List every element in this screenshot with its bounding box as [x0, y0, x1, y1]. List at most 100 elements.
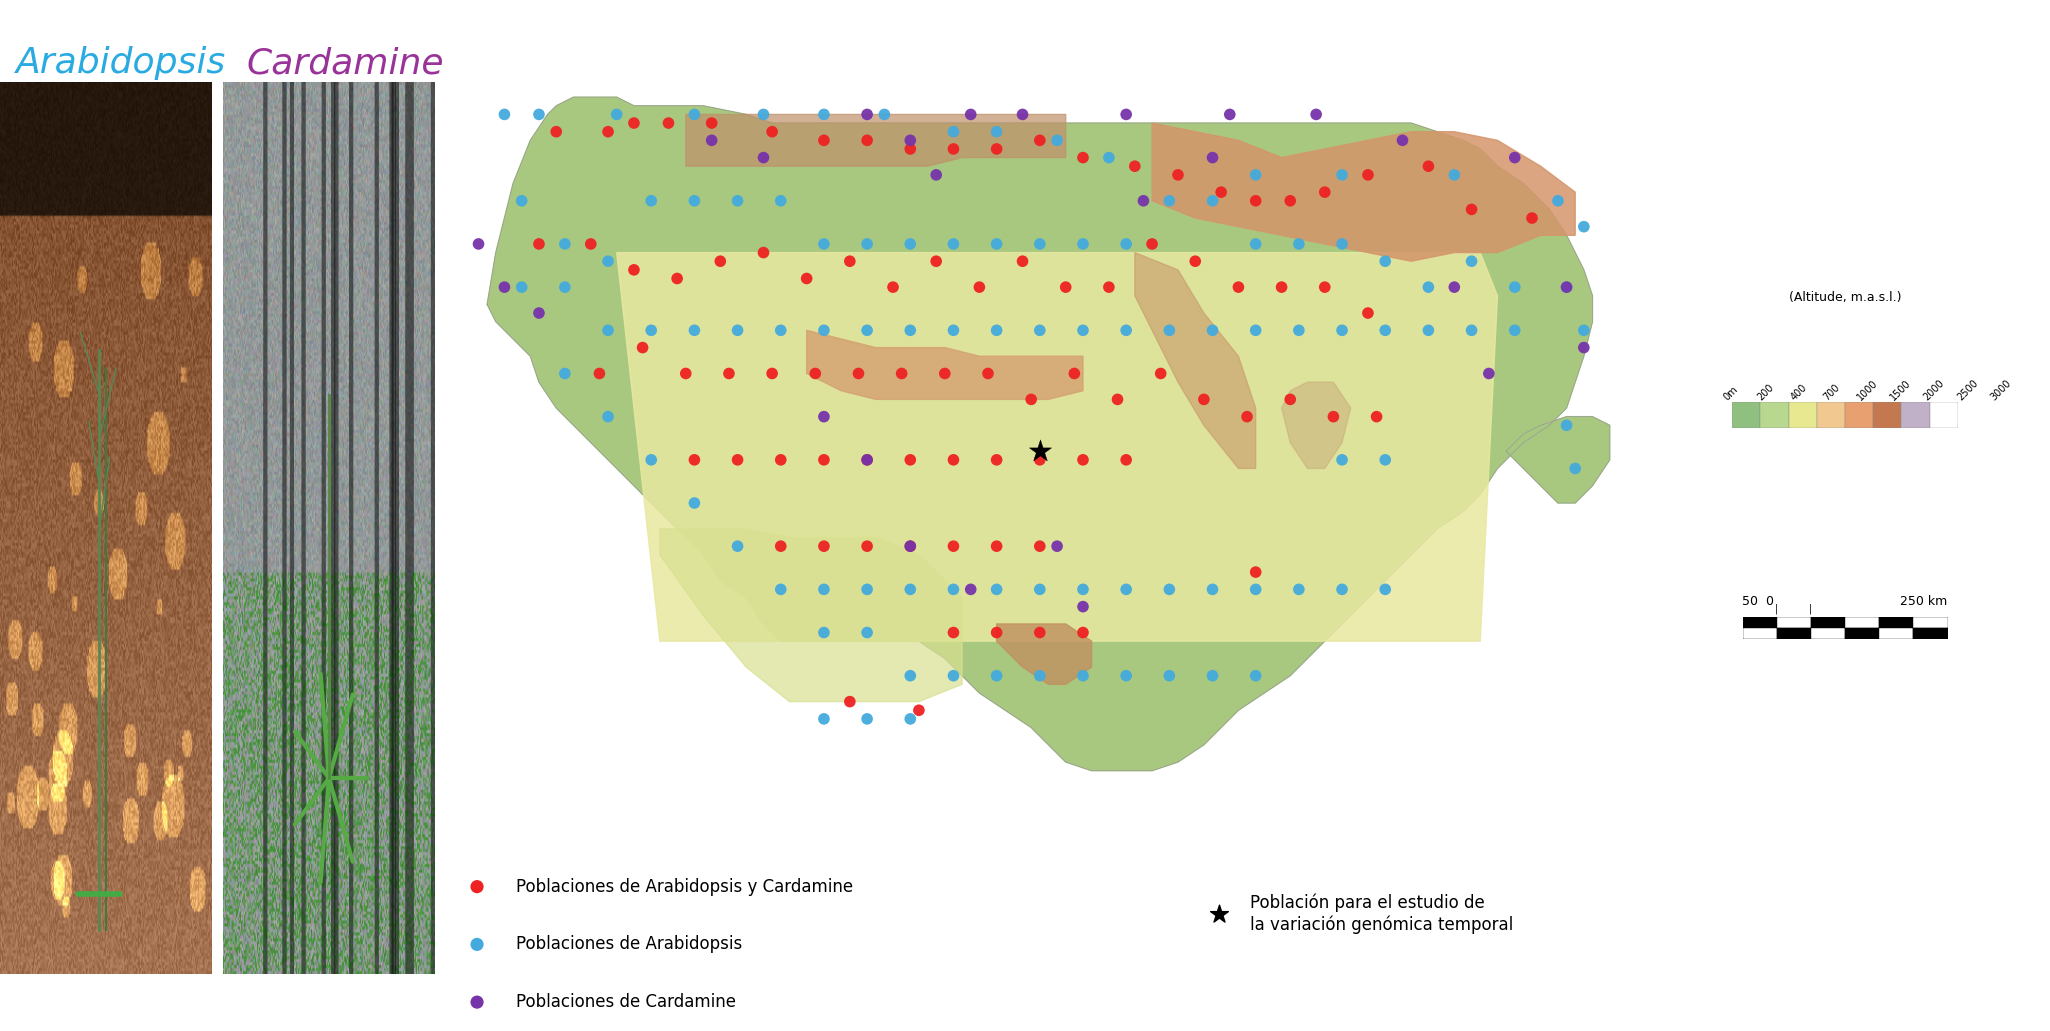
- Point: [800, 365, 832, 381]
- Point: [617, 114, 650, 131]
- Point: [972, 365, 1004, 381]
- Point: [1300, 106, 1332, 123]
- Point: [851, 106, 884, 123]
- Point: [523, 236, 556, 253]
- Point: [937, 667, 970, 684]
- Point: [851, 132, 884, 148]
- Point: [902, 702, 935, 719]
- Point: [886, 365, 918, 381]
- Point: [1203, 905, 1236, 922]
- Bar: [1777, 628, 1810, 639]
- Text: 250 km: 250 km: [1900, 595, 1948, 608]
- Point: [955, 581, 988, 598]
- Point: [1240, 193, 1273, 209]
- Point: [1066, 667, 1099, 684]
- Polygon shape: [1507, 417, 1609, 503]
- Point: [765, 193, 797, 209]
- Point: [1499, 278, 1531, 295]
- Point: [1542, 193, 1574, 209]
- Point: [679, 495, 711, 511]
- Point: [808, 236, 840, 253]
- Point: [955, 106, 988, 123]
- Point: [808, 106, 840, 123]
- Point: [1195, 667, 1228, 684]
- Polygon shape: [660, 529, 961, 702]
- Point: [1050, 278, 1082, 295]
- Point: [1361, 408, 1394, 425]
- Point: [765, 322, 797, 338]
- Point: [713, 365, 746, 381]
- Point: [980, 667, 1013, 684]
- Point: [1041, 538, 1074, 555]
- Point: [894, 140, 927, 157]
- Point: [867, 106, 900, 123]
- Point: [1240, 236, 1273, 253]
- Polygon shape: [687, 114, 1066, 166]
- Point: [652, 114, 685, 131]
- Point: [1240, 322, 1273, 338]
- Point: [851, 538, 884, 555]
- Point: [1568, 219, 1601, 235]
- Point: [746, 106, 779, 123]
- Point: [695, 132, 728, 148]
- Point: [851, 452, 884, 468]
- Text: 700: 700: [1822, 381, 1843, 402]
- Point: [1109, 452, 1142, 468]
- Point: [834, 694, 867, 710]
- Text: Arabidopsis: Arabidopsis: [16, 46, 228, 80]
- Text: 50  0: 50 0: [1742, 595, 1775, 608]
- Point: [1007, 106, 1039, 123]
- Point: [980, 236, 1013, 253]
- Point: [1273, 193, 1306, 209]
- Point: [636, 193, 668, 209]
- Point: [592, 322, 625, 338]
- Point: [695, 114, 728, 131]
- Point: [937, 236, 970, 253]
- Point: [1412, 278, 1445, 295]
- Point: [461, 936, 494, 953]
- Point: [1326, 581, 1359, 598]
- Point: [808, 625, 840, 641]
- Point: [582, 365, 615, 381]
- Text: 3000: 3000: [1988, 377, 2013, 402]
- Point: [765, 581, 797, 598]
- Polygon shape: [1136, 253, 1257, 468]
- Point: [722, 452, 754, 468]
- Point: [1023, 625, 1056, 641]
- Point: [1195, 322, 1228, 338]
- Point: [1550, 278, 1583, 295]
- Point: [1144, 365, 1177, 381]
- Point: [461, 994, 494, 1010]
- Point: [765, 452, 797, 468]
- Point: [679, 193, 711, 209]
- Point: [765, 538, 797, 555]
- Point: [601, 106, 633, 123]
- Point: [1326, 236, 1359, 253]
- Point: [1351, 305, 1384, 322]
- Point: [746, 244, 779, 261]
- Point: [808, 408, 840, 425]
- Point: [894, 538, 927, 555]
- Point: [894, 667, 927, 684]
- Point: [670, 365, 703, 381]
- Bar: [1880, 628, 1913, 639]
- Point: [1214, 106, 1246, 123]
- Point: [504, 193, 537, 209]
- Point: [1109, 581, 1142, 598]
- Point: [1093, 278, 1125, 295]
- Point: [1283, 581, 1316, 598]
- Point: [964, 278, 996, 295]
- Point: [756, 365, 789, 381]
- Point: [1283, 236, 1316, 253]
- Point: [1283, 322, 1316, 338]
- Point: [1386, 132, 1419, 148]
- Point: [937, 625, 970, 641]
- Point: [937, 140, 970, 157]
- Text: Cardamine: Cardamine: [246, 46, 443, 80]
- Point: [980, 124, 1013, 140]
- Point: [1456, 322, 1488, 338]
- Text: 0m: 0m: [1722, 384, 1740, 402]
- Point: [1195, 193, 1228, 209]
- Point: [1023, 236, 1056, 253]
- Point: [1205, 184, 1238, 200]
